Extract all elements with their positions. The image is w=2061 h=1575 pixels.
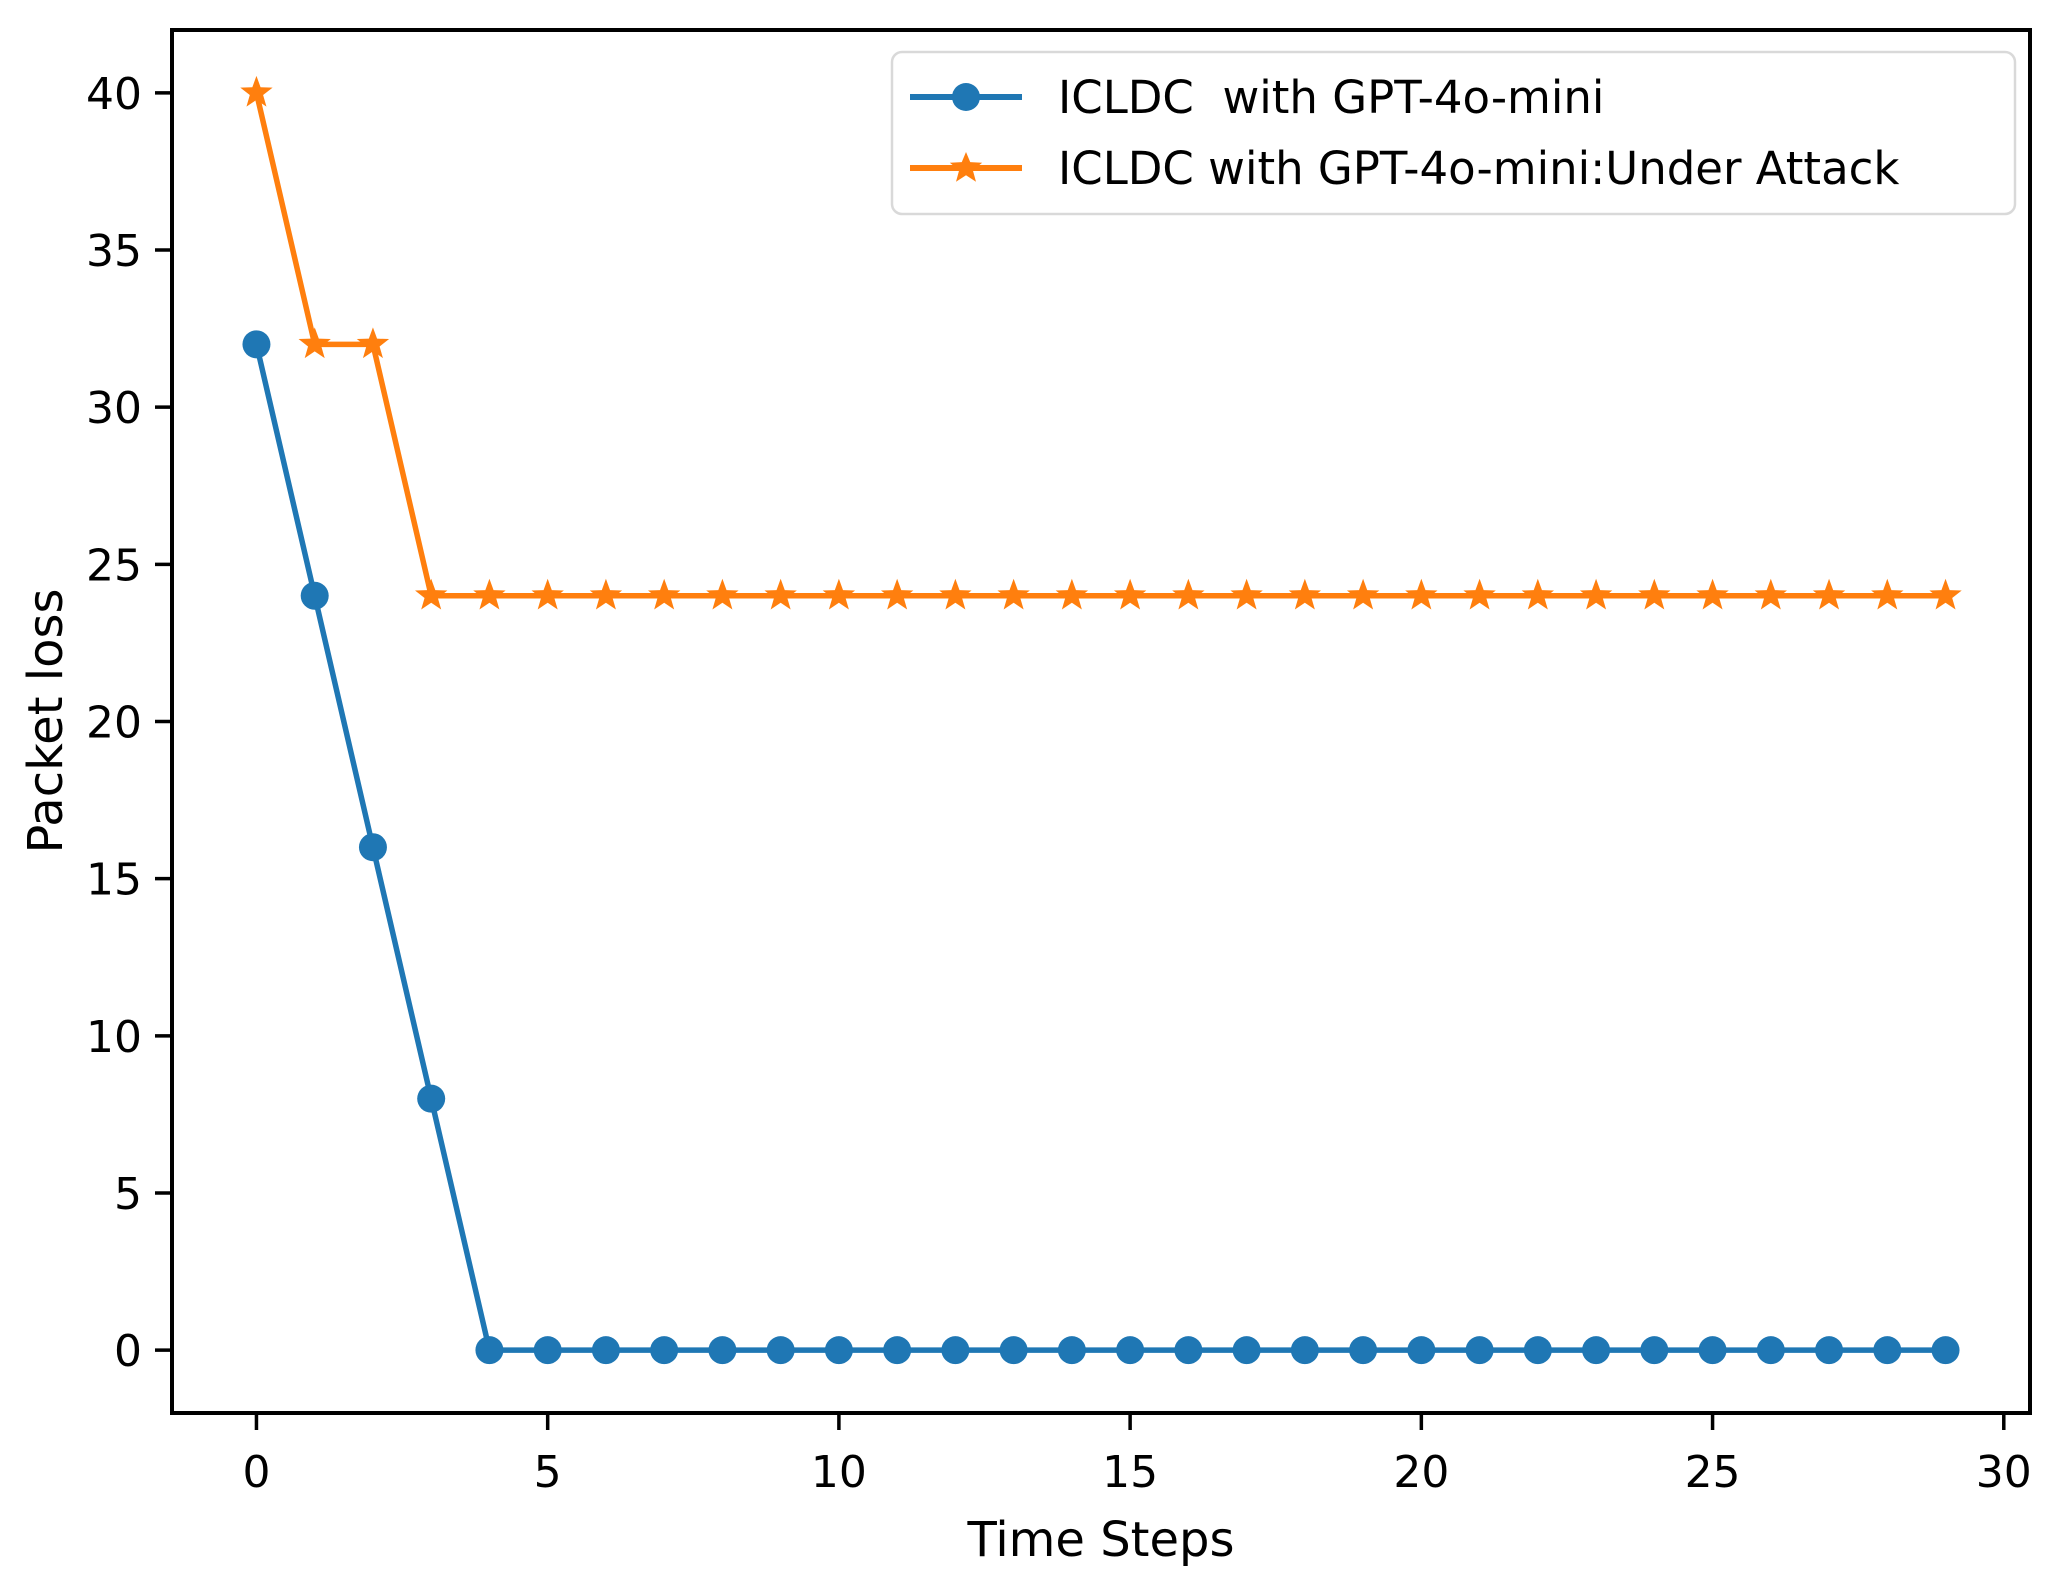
- icldc-series-marker: [1815, 1336, 1844, 1365]
- icldc-series-marker: [1407, 1336, 1436, 1365]
- legend: ICLDC with GPT-4o-mini ICLDC with GPT-4o…: [890, 50, 2017, 216]
- icldc-series-marker: [1116, 1336, 1145, 1365]
- x-tick-label: 10: [811, 1447, 867, 1498]
- icldc-series-marker: [1698, 1336, 1727, 1365]
- under-attack-series-marker: [1055, 578, 1089, 610]
- y-tick-label: 20: [86, 698, 142, 749]
- x-tick-label: 20: [1393, 1447, 1449, 1498]
- x-tick-label: 30: [1976, 1447, 2032, 1498]
- icldc-series-marker: [533, 1336, 562, 1365]
- y-tick-label: 25: [86, 540, 142, 591]
- plot-area: 0 5 10 15 20 25 30 0 5 10 15 20 25 30 35 40: [86, 69, 2032, 1498]
- icldc-series-marker: [824, 1336, 853, 1365]
- icldc-series-marker: [1640, 1336, 1669, 1365]
- under-attack-series-marker: [531, 578, 564, 610]
- icldc-series-line: [253, 343, 1946, 1353]
- y-tick-label: 5: [114, 1169, 142, 1220]
- icldc-series-marker: [358, 833, 387, 862]
- plot-border: [170, 28, 2032, 1415]
- x-axis-label: Time Steps: [966, 1512, 1234, 1568]
- y-axis-label: Packet loss: [18, 588, 74, 853]
- icldc-series-marker: [941, 1336, 970, 1365]
- legend-label-under-attack: ICLDC with GPT-4o-mini:Under Attack: [1058, 142, 1899, 195]
- under-attack-series-marker: [589, 578, 623, 610]
- y-tick-label: 0: [114, 1326, 142, 1377]
- icldc-series-marker: [708, 1336, 737, 1365]
- legend-item-icldc: ICLDC with GPT-4o-mini: [910, 71, 1604, 124]
- under-attack-series-marker: [1405, 578, 1438, 610]
- under-attack-series-marker: [880, 578, 914, 610]
- under-attack-series-marker: [1346, 578, 1380, 610]
- icldc-series-marker: [417, 1084, 446, 1113]
- icldc-series-marker: [999, 1336, 1028, 1365]
- icldc-series-marker: [1057, 1336, 1086, 1365]
- legend-item-under-attack: ICLDC with GPT-4o-mini:Under Attack: [910, 142, 1899, 195]
- x-tick-label: 0: [242, 1447, 270, 1498]
- icldc-series-marker: [1290, 1336, 1319, 1365]
- under-attack-series-marker: [1696, 578, 1729, 610]
- icldc-series-marker: [475, 1336, 504, 1365]
- under-attack-series-marker: [1288, 578, 1322, 610]
- under-attack-series-marker: [473, 578, 506, 610]
- icldc-series-marker: [1174, 1336, 1203, 1365]
- under-attack-series-marker: [1463, 578, 1496, 610]
- under-attack-series-marker: [298, 327, 331, 359]
- x-tick-label: 5: [534, 1447, 562, 1498]
- under-attack-series-marker: [648, 578, 681, 610]
- icldc-series-marker: [650, 1336, 679, 1365]
- under-attack-series-marker: [764, 578, 797, 610]
- icldc-series-marker: [1873, 1336, 1902, 1365]
- under-attack-series-line: [253, 92, 1946, 599]
- under-attack-series-marker: [356, 327, 390, 359]
- icldc-series-marker: [300, 581, 329, 610]
- icldc-series-marker: [883, 1336, 912, 1365]
- icldc-series-marker: [242, 330, 271, 359]
- under-attack-series-marker: [939, 578, 972, 610]
- under-attack-series-marker: [1929, 578, 1962, 610]
- under-attack-series-marker: [1579, 578, 1613, 610]
- y-tick-label: 30: [86, 383, 142, 434]
- under-attack-series-marker: [1113, 578, 1147, 610]
- icldc-series-marker: [1523, 1336, 1552, 1365]
- under-attack-series-marker: [1638, 578, 1671, 610]
- icldc-series-marker: [1931, 1336, 1960, 1365]
- under-attack-series-marker: [1754, 578, 1787, 610]
- legend-circle-marker-icon: [952, 83, 980, 111]
- under-attack-series-marker: [240, 75, 273, 107]
- under-attack-series-marker: [822, 578, 856, 610]
- icldc-series-marker: [1582, 1336, 1611, 1365]
- under-attack-series-marker: [997, 578, 1030, 610]
- under-attack-series-marker: [1812, 578, 1846, 610]
- y-tick-label: 35: [86, 226, 142, 277]
- under-attack-series-marker: [1230, 578, 1263, 610]
- legend-box: [890, 50, 2017, 216]
- icldc-series-marker: [1349, 1336, 1378, 1365]
- x-tick-label: 25: [1685, 1447, 1741, 1498]
- under-attack-series-marker: [1521, 578, 1554, 610]
- y-tick-label: 15: [86, 855, 142, 906]
- icldc-series-marker: [766, 1336, 795, 1365]
- legend-star-marker-icon: [949, 152, 983, 182]
- icldc-series-marker: [1232, 1336, 1261, 1365]
- icldc-series-marker: [1756, 1336, 1785, 1365]
- under-attack-series-marker: [706, 578, 739, 610]
- x-tick-label: 15: [1102, 1447, 1158, 1498]
- y-tick-label: 40: [86, 69, 142, 120]
- under-attack-series-marker: [415, 578, 448, 610]
- legend-label-icldc: ICLDC with GPT-4o-mini: [1058, 71, 1604, 124]
- under-attack-series-marker: [1871, 578, 1904, 610]
- under-attack-series-marker: [1172, 578, 1205, 610]
- icldc-series-marker: [1465, 1336, 1494, 1365]
- y-tick-label: 10: [86, 1012, 142, 1063]
- icldc-series-marker: [591, 1336, 620, 1365]
